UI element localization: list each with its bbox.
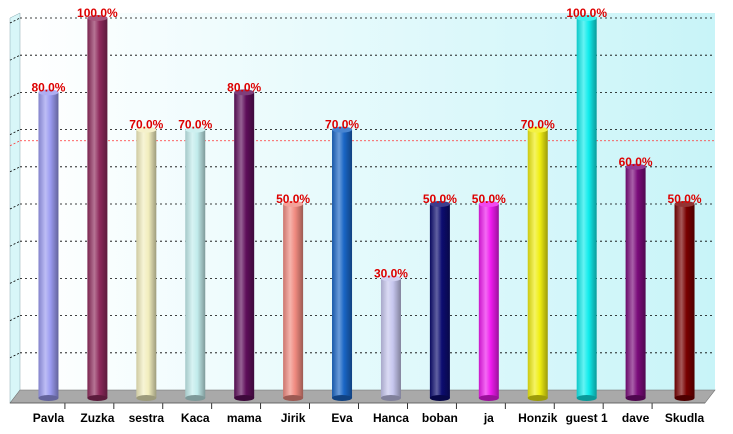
bar-hanca (380, 275, 401, 401)
bar-cap (527, 126, 548, 133)
value-label: 50.0% (472, 192, 506, 206)
bar-guest-1 (576, 15, 597, 401)
bar-body (234, 92, 255, 399)
category-label: Jirik (281, 411, 306, 425)
bar-cap (332, 126, 353, 133)
value-label: 70.0% (129, 118, 163, 132)
bar-body (283, 204, 304, 398)
bar-body (380, 278, 401, 398)
value-label: 80.0% (227, 80, 261, 94)
category-label: boban (422, 411, 458, 425)
bar-eva (332, 126, 353, 401)
bar-cap (234, 89, 255, 96)
bar-zuzka (87, 15, 108, 401)
category-label: Zuzka (80, 411, 114, 425)
bar-cap (429, 201, 450, 207)
bar-cap (136, 126, 157, 133)
bar-honzik (527, 126, 548, 401)
back-wall (20, 13, 715, 390)
bar-cap (625, 163, 646, 170)
bar-skudla (674, 201, 695, 401)
bar-base (87, 395, 108, 401)
bar-body (185, 129, 206, 398)
bar-base (185, 395, 206, 401)
bar-cap (576, 15, 597, 21)
gridline-side (9, 203, 21, 210)
bar-cap (185, 126, 206, 133)
bar-body (429, 204, 450, 398)
category-label: mama (227, 411, 262, 425)
category-label: Hanca (373, 411, 409, 425)
bar-cap (283, 201, 304, 207)
bar-body (136, 129, 157, 398)
bar-kaca (185, 126, 206, 401)
category-label: Honzik (518, 411, 558, 425)
bar-base (674, 395, 695, 401)
gridline-side (9, 54, 21, 61)
bar-body (332, 129, 353, 398)
bar-pavla (38, 89, 59, 401)
bar-body (87, 18, 108, 398)
bar-base (234, 395, 255, 401)
bar-body (478, 204, 499, 398)
value-label: 80.0% (31, 80, 65, 94)
bar-cap (380, 275, 401, 282)
bar-ja (478, 201, 499, 401)
value-label: 50.0% (423, 192, 457, 206)
bar-base (478, 395, 499, 401)
value-label: 100.0% (566, 6, 607, 20)
bar-base (136, 395, 157, 401)
bar-cap (87, 15, 108, 21)
bar-base (283, 395, 304, 401)
value-label: 60.0% (619, 155, 653, 169)
category-label: Skudla (665, 411, 705, 425)
bar-base (429, 395, 450, 401)
value-label: 100.0% (77, 6, 118, 20)
bar-cap (674, 201, 695, 207)
value-label: 70.0% (521, 118, 555, 132)
gridline-side (9, 278, 21, 284)
category-label: guest 1 (566, 411, 608, 425)
value-label: 30.0% (374, 266, 408, 280)
gridline-side (9, 17, 21, 24)
chart-floor (9, 389, 716, 404)
bar-body (576, 18, 597, 398)
bar-base (527, 395, 548, 401)
bar-base (380, 395, 401, 401)
bar-cap (38, 89, 59, 96)
gridline-side (9, 129, 21, 135)
gridline-side (9, 240, 21, 247)
category-label: ja (483, 411, 494, 425)
reference-line-side (9, 140, 21, 147)
bar-body (674, 204, 695, 398)
bar-cap (478, 201, 499, 207)
bar-sestra (136, 126, 157, 401)
bar-jirik (283, 201, 304, 401)
bar-body (527, 129, 548, 398)
bar-boban (429, 201, 450, 401)
bar-body (38, 92, 59, 399)
category-label: dave (622, 411, 650, 425)
bar-base (576, 395, 597, 401)
category-label: Pavla (33, 411, 65, 425)
value-label: 70.0% (178, 118, 212, 132)
category-label: Eva (331, 411, 353, 425)
bar-base (625, 395, 646, 401)
gridline-side (9, 352, 21, 359)
value-label: 50.0% (276, 192, 310, 206)
bar-dave (625, 163, 646, 401)
value-label: 50.0% (668, 192, 702, 206)
category-label: sestra (129, 411, 165, 425)
value-label: 70.0% (325, 118, 359, 132)
gridline-side (9, 166, 21, 173)
bar-body (625, 166, 646, 398)
category-label: Kaca (181, 411, 210, 425)
bar-base (38, 395, 59, 401)
gridline-side (9, 92, 21, 98)
bar-mama (234, 89, 255, 401)
gridline-side (9, 315, 21, 321)
bar-base (332, 395, 353, 401)
